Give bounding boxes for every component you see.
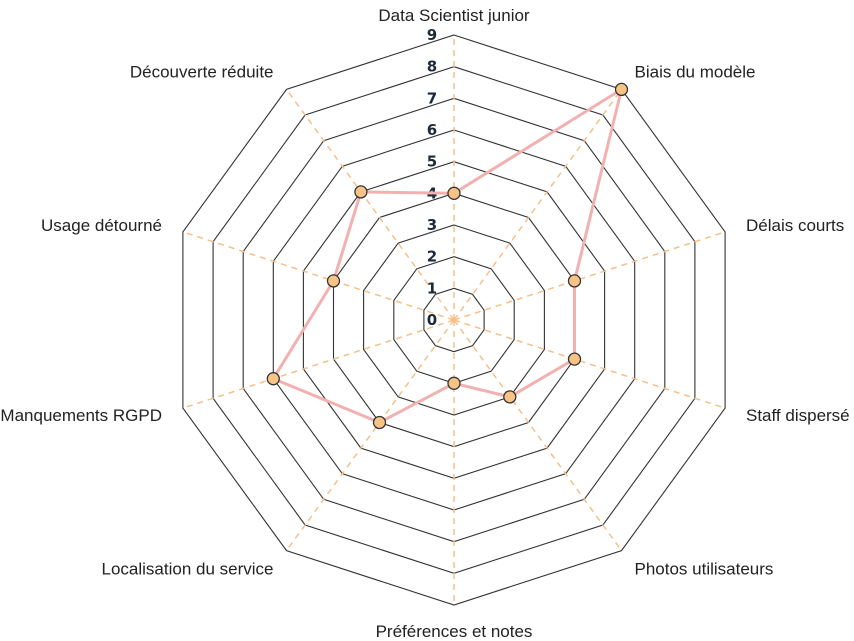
- spoke-7: [285, 319, 455, 552]
- axis-label-9: Usage détourné: [41, 216, 162, 235]
- data-point-9: [326, 274, 341, 288]
- tick-label-3: 3: [427, 216, 437, 234]
- data-point-8: [266, 372, 280, 386]
- spoke-8: [182, 319, 455, 409]
- axis-label-7: Localisation du service: [102, 559, 274, 578]
- axis-label-2: Biais du modèle: [635, 63, 756, 82]
- tick-label-2: 2: [427, 248, 437, 266]
- axis-label-5: Photos utilisateurs: [635, 559, 774, 578]
- tick-label-1: 1: [427, 279, 437, 297]
- data-point-6: [447, 376, 461, 390]
- tick-label-6: 6: [427, 121, 437, 139]
- spoke-5: [453, 319, 623, 552]
- spoke-2: [453, 88, 623, 321]
- data-point-1: [447, 186, 461, 200]
- spoke-3: [453, 231, 726, 321]
- tick-label-7: 7: [427, 89, 437, 107]
- spoke-9: [182, 231, 455, 321]
- series-line: [271, 87, 623, 424]
- spoke-4: [453, 319, 726, 409]
- tick-label-0: 0: [427, 311, 437, 329]
- grid-ring-1: [423, 287, 485, 353]
- grid-ring-3: [363, 224, 545, 416]
- axis-label-8: Manquements RGPD: [0, 406, 162, 425]
- data-point-7: [372, 415, 387, 430]
- axis-label-1: Data Scientist junior: [378, 6, 530, 25]
- axis-label-10: Découverte réduite: [130, 63, 274, 82]
- axis-label-6: Préférences et notes: [376, 622, 533, 641]
- data-point-2: [614, 82, 629, 97]
- tick-label-8: 8: [427, 58, 437, 76]
- tick-label-5: 5: [427, 153, 437, 171]
- data-point-5: [503, 390, 517, 404]
- data-point-4: [567, 352, 582, 366]
- tick-label-9: 9: [427, 26, 437, 44]
- axis-labels: Data Scientist junior Biais du modèle Déla…: [0, 6, 849, 641]
- grid-ring-9: [182, 34, 726, 606]
- radar-spokes: [182, 35, 726, 605]
- spoke-10: [285, 88, 455, 321]
- data-point-3: [567, 274, 582, 288]
- radar-series: [266, 82, 629, 430]
- axis-label-4: Staff dispersé: [746, 406, 850, 425]
- axis-label-3: Délais courts: [746, 216, 844, 235]
- data-point-10: [354, 185, 368, 199]
